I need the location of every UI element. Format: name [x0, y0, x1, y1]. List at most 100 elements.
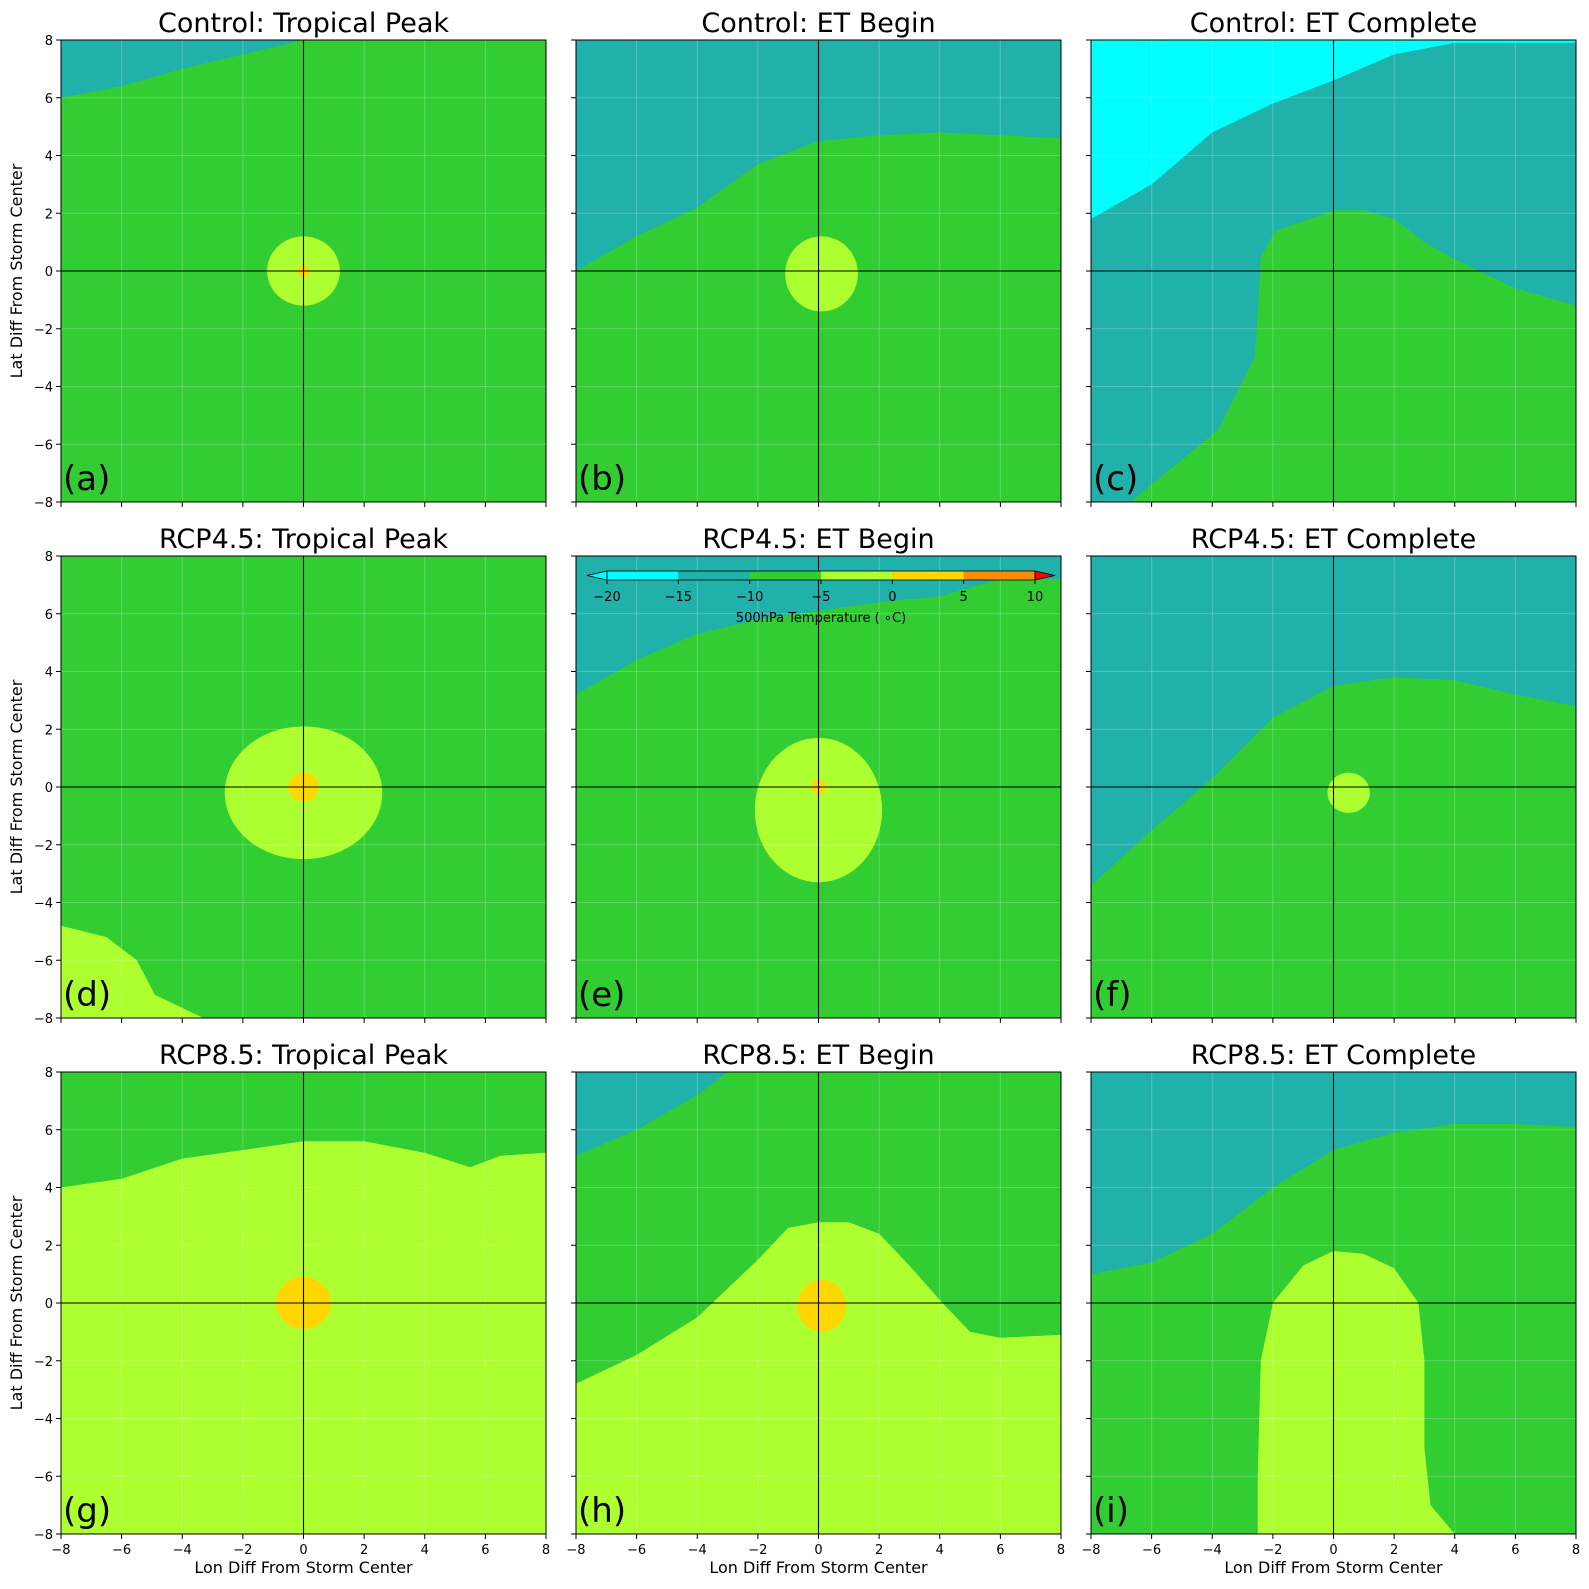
- colorbar-tick-label: −5: [811, 590, 830, 605]
- panel-title: RCP8.5: Tropical Peak: [159, 1040, 448, 1071]
- colorbar-tick-label: 5: [960, 590, 968, 605]
- panel-title: RCP8.5: ET Complete: [1191, 1040, 1476, 1071]
- panel-e: RCP4.5: ET Begin (e): [571, 524, 1062, 1023]
- colorbar-segment: [821, 571, 893, 580]
- panel-label: (b): [578, 459, 626, 499]
- panel-title: RCP4.5: ET Begin: [702, 524, 934, 555]
- y-tick-label: −4: [34, 381, 53, 396]
- x-tick-label: 6: [1511, 1543, 1519, 1558]
- contour-region--5-to-0: [1257, 1251, 1455, 1534]
- y-tick-label: 2: [45, 207, 53, 222]
- contour-region--20-to--15: [1091, 40, 1576, 219]
- contour-region--15-to--10: [576, 1072, 728, 1156]
- colorbar-segment: [678, 571, 750, 580]
- panel-label: (h): [578, 1491, 626, 1531]
- panel-a: −8 −6 −4 −2 0 2 4 6 8 Control: Tropical Peak (a) La…: [7, 8, 547, 511]
- panel-label: (g): [63, 1491, 111, 1531]
- y-tick-label: 0: [45, 1297, 53, 1312]
- y-tick-label: −2: [34, 1355, 53, 1370]
- panel-b: Control: ET Begin (b): [571, 8, 1062, 507]
- y-tick-label: −8: [34, 1012, 53, 1027]
- x-tick-label: 8: [542, 1543, 550, 1558]
- panel-title: Control: ET Complete: [1190, 8, 1478, 39]
- panel-h: −8 −6 −4 −2 0 2 4 6 8 RCP8.5: ET Begin (h) Lon Diff…: [566, 1040, 1065, 1577]
- y-axis-label: Lat Diff From Storm Center: [7, 163, 26, 378]
- y-tick-label: −8: [34, 496, 53, 511]
- x-tick-label: 2: [1390, 1543, 1398, 1558]
- x-tick-label: 2: [875, 1543, 883, 1558]
- x-tick-label: 8: [1057, 1543, 1065, 1558]
- y-axis-label: Lat Diff From Storm Center: [7, 679, 26, 894]
- y-tick-label: 6: [45, 1124, 53, 1139]
- panel-label: (f): [1093, 975, 1132, 1015]
- colorbar-tick-label: −10: [736, 590, 763, 605]
- colorbar-segment: [892, 571, 964, 580]
- colorbar-tick-label: −20: [593, 590, 620, 605]
- x-tick-label: 0: [1329, 1543, 1337, 1558]
- x-tick-label: −4: [1203, 1543, 1222, 1558]
- colorbar-label: 500hPa Temperature ( ∘C): [736, 611, 906, 626]
- colorbar-segment: [963, 571, 1035, 580]
- x-tick-label: −2: [233, 1543, 252, 1558]
- panel-g: −8−8 −6 −6 −4 −4 −2 −2 0 0 2 2 4 4 6 6 8 8 RCP8.5: Tropic…: [7, 1040, 550, 1577]
- contour-region--15-to--10: [576, 40, 1061, 271]
- y-tick-label: −4: [34, 897, 53, 912]
- panel-label: (d): [63, 975, 111, 1015]
- y-tick-label: 4: [45, 150, 53, 165]
- y-tick-label: 8: [45, 34, 53, 49]
- x-tick-label: 0: [814, 1543, 822, 1558]
- contour-region--5-to-0: [785, 236, 858, 312]
- x-tick-label: 6: [481, 1543, 489, 1558]
- x-axis-label: Lon Diff From Storm Center: [709, 1558, 928, 1577]
- y-tick-label: 2: [45, 723, 53, 738]
- panel-label: (c): [1093, 459, 1138, 499]
- y-tick-label: −2: [34, 323, 53, 338]
- colorbar-segment: [749, 571, 821, 580]
- panel-label: (a): [63, 459, 110, 499]
- x-tick-label: 4: [1451, 1543, 1459, 1558]
- y-tick-label: 8: [45, 550, 53, 565]
- x-tick-label: 0: [299, 1543, 307, 1558]
- y-tick-label: −2: [34, 839, 53, 854]
- panel-d: −8 −6 −4 −2 0 2 4 6 8 RCP4.5: Tropical Peak (d) Lat…: [7, 524, 547, 1027]
- contour-region-0-to-5: [797, 1279, 846, 1332]
- y-tick-label: 4: [45, 666, 53, 681]
- x-axis-label: Lon Diff From Storm Center: [1224, 1558, 1443, 1577]
- x-tick-label: −6: [627, 1543, 646, 1558]
- x-tick-label: −4: [173, 1543, 192, 1558]
- x-axis-label: Lon Diff From Storm Center: [194, 1558, 413, 1577]
- panel-i: −8 −6 −4 −2 0 2 4 6 8 RCP8.5: ET Complete (i) Lon D…: [1081, 1040, 1580, 1577]
- contour-region--5-to-0: [1327, 772, 1370, 813]
- contour-region--15-to--10: [1091, 556, 1576, 886]
- x-tick-label: 2: [360, 1543, 368, 1558]
- y-tick-label: 6: [45, 608, 53, 623]
- x-tick-label: 4: [421, 1543, 429, 1558]
- panel-f: RCP4.5: ET Complete (f): [1086, 524, 1577, 1023]
- panel-c: Control: ET Complete (c): [1086, 8, 1577, 507]
- x-tick-label: −8: [566, 1543, 585, 1558]
- x-tick-label: −2: [1263, 1543, 1282, 1558]
- contour-region--5-to-0: [61, 925, 204, 1018]
- y-tick-label: −6: [34, 954, 53, 969]
- y-axis-label: Lat Diff From Storm Center: [7, 1195, 26, 1410]
- y-tick-label: 2: [45, 1239, 53, 1254]
- colorbar-segment: [607, 571, 679, 580]
- y-tick-label: −8: [34, 1528, 53, 1543]
- panel-title: Control: ET Begin: [701, 8, 935, 39]
- y-tick-label: 0: [45, 265, 53, 280]
- panel-label: (e): [578, 975, 625, 1015]
- x-tick-label: −8: [51, 1543, 70, 1558]
- x-tick-label: 6: [996, 1543, 1004, 1558]
- panel-title: Control: Tropical Peak: [158, 8, 449, 39]
- colorbar-tick-label: 10: [1027, 590, 1044, 605]
- y-tick-label: −6: [34, 438, 53, 453]
- y-tick-label: 8: [45, 1066, 53, 1081]
- x-tick-label: −2: [748, 1543, 767, 1558]
- contour-region--10-to--5: [1130, 210, 1576, 502]
- contour-region--15-to--10: [1091, 1072, 1576, 1275]
- x-tick-label: −4: [688, 1543, 707, 1558]
- y-tick-label: 6: [45, 92, 53, 107]
- panel-title: RCP8.5: ET Begin: [702, 1040, 934, 1071]
- panel-title: RCP4.5: Tropical Peak: [159, 524, 448, 555]
- y-tick-label: −4: [34, 1413, 53, 1428]
